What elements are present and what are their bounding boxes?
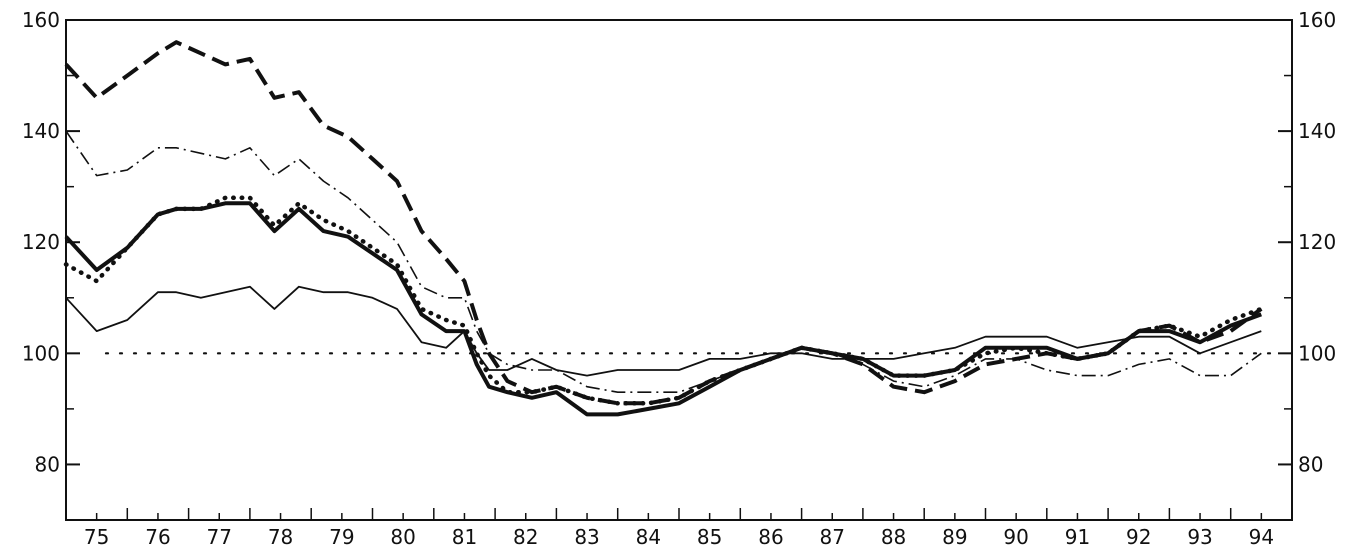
x-tick-label: 90 (1003, 525, 1028, 549)
x-tick-label: 75 (84, 525, 109, 549)
series-line-3-dotted-heavy (63, 195, 1264, 406)
axes (65, 19, 1293, 521)
series-line-2-dash-dot (65, 130, 1262, 393)
series-line-1-thick-dashed (64, 40, 1263, 406)
x-tick-label: 79 (329, 525, 354, 549)
y-tick-label-right: 120 (1298, 230, 1336, 254)
series-line-4-thick-solid (64, 201, 1262, 417)
x-tick-label: 93 (1187, 525, 1212, 549)
tick-labels: 80 80 100 100 120 120 140 140 160 160 75 76 77 78 79 80… (22, 8, 1336, 549)
x-tick-label: 86 (758, 525, 783, 549)
x-tick-label: 94 (1249, 525, 1274, 549)
series-group (63, 40, 1264, 417)
y-tick-label-left: 160 (22, 8, 60, 32)
x-tick-label: 81 (452, 525, 477, 549)
y-tick-label-right: 80 (1298, 452, 1323, 476)
x-tick-label: 77 (207, 525, 232, 549)
x-tick-label: 91 (1065, 525, 1090, 549)
x-tick-label: 88 (881, 525, 906, 549)
y-tick-label-left: 140 (22, 119, 60, 143)
y-tick-label-left: 80 (35, 452, 60, 476)
x-tick-label: 82 (513, 525, 538, 549)
x-tick-label: 89 (942, 525, 967, 549)
x-tick-label: 87 (820, 525, 845, 549)
x-tick-label: 84 (636, 525, 661, 549)
x-tick-label: 76 (145, 525, 170, 549)
x-tick-label: 83 (574, 525, 599, 549)
y-tick-label-right: 100 (1298, 341, 1336, 365)
plot-frame (65, 19, 1293, 521)
x-tick-label: 78 (268, 525, 293, 549)
x-tick-label: 85 (697, 525, 722, 549)
series-line-5-thin-solid (65, 285, 1262, 377)
y-tick-label-right: 140 (1298, 119, 1336, 143)
y-tick-label-left: 120 (22, 230, 60, 254)
y-tick-label-left: 100 (22, 341, 60, 365)
x-tick-label: 80 (390, 525, 415, 549)
y-tick-label-right: 160 (1298, 8, 1336, 32)
x-tick-label: 92 (1126, 525, 1151, 549)
